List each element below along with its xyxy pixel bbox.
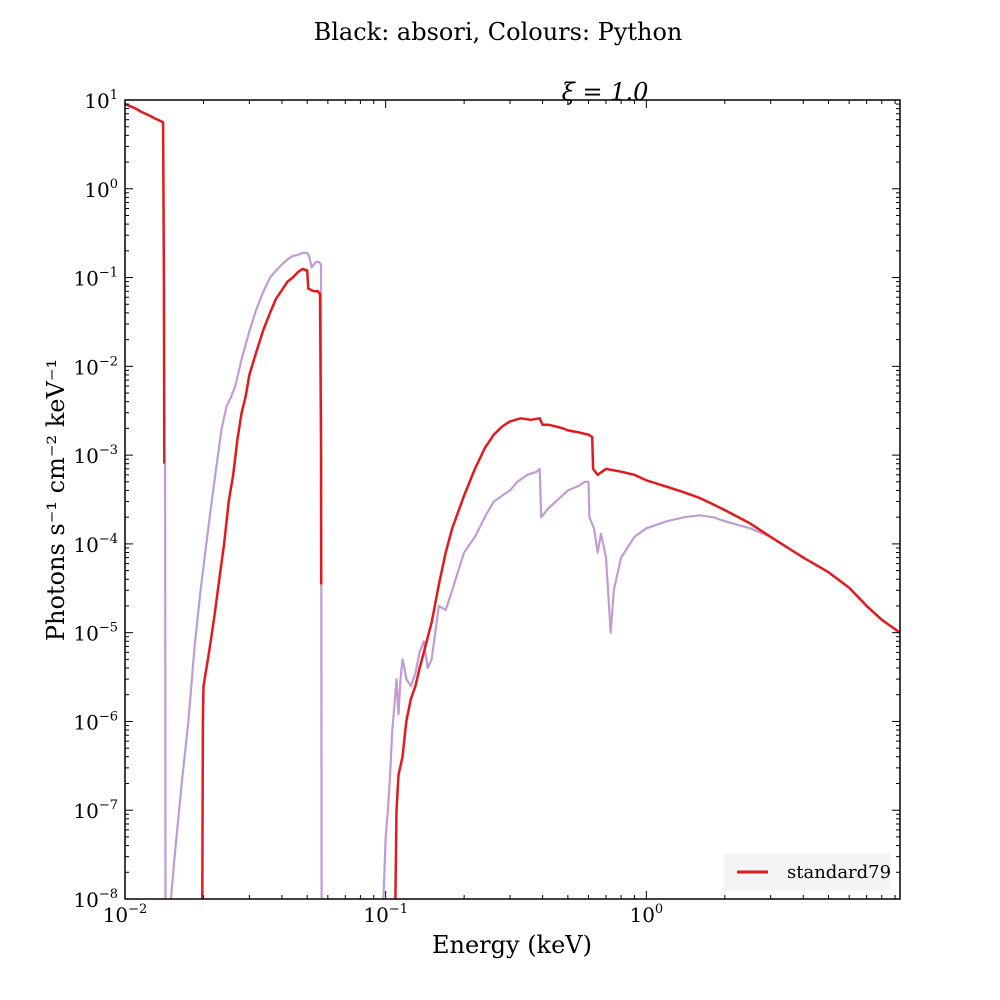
legend: standard79 bbox=[723, 853, 891, 891]
x-tick-labels: 10−2 10−1 100 bbox=[103, 902, 664, 927]
ticks-layer bbox=[124, 99, 900, 900]
series-layer bbox=[125, 102, 900, 899]
y-tick-label: 100 bbox=[84, 177, 118, 202]
series-line-python bbox=[164, 251, 804, 899]
y-tick-labels: 101 100 10−1 10−2 10−3 10−4 10−5 10−6 10−7 10−8 bbox=[73, 88, 118, 912]
chart-title: Black: absori, Colours: Python bbox=[314, 18, 683, 46]
y-tick-label: 10−3 bbox=[73, 443, 118, 468]
x-axis-label: Energy (keV) bbox=[432, 931, 592, 959]
y-tick-label: 10−8 bbox=[73, 887, 118, 912]
y-tick-label: 10−1 bbox=[73, 266, 118, 291]
y-tick-label: 10−7 bbox=[73, 798, 118, 823]
legend-label: standard79 bbox=[787, 862, 891, 883]
plot-area-frame bbox=[124, 99, 901, 900]
y-tick-label: 10−4 bbox=[73, 532, 118, 557]
y-axis-label: Photons s⁻¹ cm⁻² keV⁻¹ bbox=[42, 359, 70, 641]
chart-subtitle: ξ = 1.0 bbox=[562, 78, 649, 106]
x-tick-label: 100 bbox=[629, 902, 663, 927]
y-tick-label: 10−5 bbox=[73, 621, 118, 646]
y-tick-label: 10−6 bbox=[73, 709, 118, 734]
x-tick-label: 10−1 bbox=[363, 902, 408, 927]
y-tick-label: 10−2 bbox=[73, 354, 118, 379]
series-line-standard79 bbox=[125, 102, 900, 899]
x-tick-label: 10−2 bbox=[103, 902, 148, 927]
y-tick-label: 101 bbox=[84, 88, 118, 113]
